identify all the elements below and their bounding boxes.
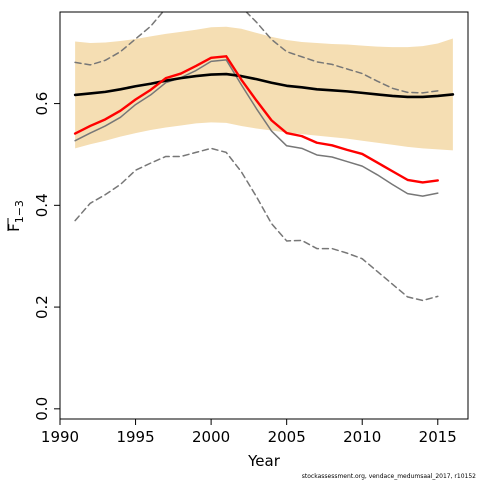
- x-tick-label: 2015: [419, 428, 457, 446]
- estimate-mean-line: [73, 72, 455, 99]
- x-tick-label: 1995: [116, 428, 154, 446]
- y-tick-label: 0.6: [33, 92, 51, 116]
- y-axis-title: F1−3: [5, 200, 26, 232]
- x-tick-label: 1990: [41, 428, 79, 446]
- y-tick-label: 0.2: [33, 295, 51, 319]
- x-tick-label: 2010: [343, 428, 381, 446]
- y-axis: 0.0 0.2 0.4 0.6: [33, 92, 60, 421]
- x-axis: 1990 1995 2000 2005 2010 2015: [41, 419, 457, 446]
- svg-text:F1−3: F1−3: [5, 200, 26, 232]
- estimate-red-line: [73, 55, 439, 184]
- estimate-grey-line: [74, 59, 439, 197]
- band-area: [75, 26, 453, 151]
- lower-dashed-line: [74, 147, 439, 302]
- plot-frame: [59, 11, 469, 420]
- y-axis-title-subscript: 1−3: [13, 200, 26, 223]
- x-axis-title: Year: [247, 452, 281, 470]
- y-tick-label: 0.0: [33, 397, 51, 421]
- y-axis-title-main: F: [5, 223, 23, 232]
- x-tick-label: 2005: [268, 428, 306, 446]
- y-tick-label: 0.4: [33, 193, 51, 217]
- upper-dashed-line: [74, 12, 439, 94]
- credit-text: stockassessment.org, vendace_medumsaal_2…: [302, 473, 476, 480]
- confidence-band: [75, 26, 453, 151]
- series-lines: [73, 12, 455, 302]
- x-tick-label: 2000: [192, 428, 230, 446]
